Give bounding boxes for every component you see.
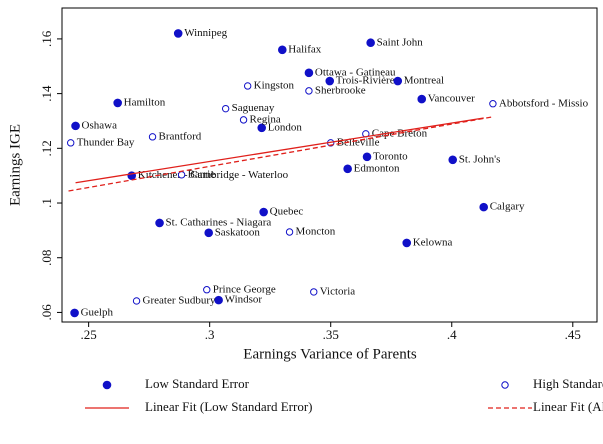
point bbox=[362, 152, 372, 162]
point-label: Kelowna bbox=[413, 236, 453, 248]
point bbox=[221, 104, 230, 113]
legend-label: High Standard Error bbox=[533, 376, 603, 391]
point-label: Edmonton bbox=[354, 162, 400, 174]
legend-label: Linear Fit (Low Standard Error) bbox=[145, 399, 313, 414]
point-label: Greater Sudbury bbox=[143, 294, 217, 306]
point bbox=[417, 94, 427, 104]
point-label: Quebec bbox=[270, 206, 304, 218]
point bbox=[325, 76, 335, 86]
point bbox=[132, 297, 141, 305]
plot-frame bbox=[61, 7, 598, 323]
point-label: Thunder Bay bbox=[77, 136, 135, 148]
legend-marker bbox=[102, 380, 112, 390]
y-axis-title: Earnings IGE bbox=[7, 124, 23, 206]
legend-label: Low Standard Error bbox=[145, 376, 250, 391]
point bbox=[259, 207, 268, 217]
point bbox=[203, 286, 211, 294]
point-label: Regina bbox=[250, 113, 281, 125]
point bbox=[489, 100, 497, 108]
point bbox=[285, 228, 294, 236]
point bbox=[343, 164, 352, 174]
point-label: Saguenay bbox=[232, 102, 275, 114]
point-label: Windsor bbox=[225, 294, 263, 306]
y-tick-label: .16 bbox=[39, 30, 54, 47]
x-tick-label: .45 bbox=[565, 327, 581, 342]
point bbox=[243, 82, 252, 90]
point-label: Ottawa - Gatineau bbox=[315, 66, 396, 78]
point bbox=[402, 238, 412, 248]
point-label: Vancouver bbox=[428, 93, 475, 105]
point bbox=[239, 116, 248, 124]
point-label: Prince George bbox=[213, 283, 276, 295]
point bbox=[448, 155, 458, 165]
point-label: Halifax bbox=[288, 43, 321, 55]
x-tick-label: .25 bbox=[81, 327, 97, 342]
legend-marker bbox=[501, 381, 509, 389]
point-label: Victoria bbox=[320, 285, 355, 297]
point-label: Kingston bbox=[254, 79, 295, 91]
point-label: St. Catharines - Niagara bbox=[166, 217, 272, 229]
point bbox=[305, 87, 313, 95]
x-axis-title: Earnings Variance of Parents bbox=[243, 346, 417, 362]
point-label: Abbotsford - Missio bbox=[499, 97, 589, 109]
point-label: Trois-Rivières bbox=[336, 75, 399, 87]
point-label: Saskatoon bbox=[215, 226, 261, 238]
point bbox=[173, 29, 183, 38]
point-label: Montreal bbox=[404, 75, 444, 87]
point-label: Calgary bbox=[490, 201, 525, 213]
point-label: St. John's bbox=[459, 153, 501, 165]
point bbox=[479, 202, 489, 212]
x-tick-label: .3 bbox=[205, 327, 215, 342]
point-label: Saint John bbox=[377, 36, 424, 48]
point bbox=[148, 133, 157, 141]
y-tick-label: .1 bbox=[39, 198, 54, 208]
point-label: Toronto bbox=[373, 150, 408, 162]
fit-line bbox=[75, 117, 484, 184]
point-label: Moncton bbox=[296, 226, 336, 238]
point bbox=[177, 171, 186, 179]
point bbox=[366, 38, 375, 48]
y-tick-label: .12 bbox=[39, 140, 54, 156]
point-label: Guelph bbox=[81, 307, 114, 319]
point bbox=[70, 308, 79, 318]
y-tick-label: .08 bbox=[39, 250, 54, 266]
point bbox=[310, 288, 318, 296]
point-label: Brantford bbox=[159, 130, 202, 142]
point bbox=[71, 121, 80, 131]
point bbox=[304, 68, 314, 78]
point-label: London bbox=[268, 121, 303, 133]
y-tick-label: .14 bbox=[39, 85, 54, 102]
point bbox=[113, 98, 122, 108]
point bbox=[393, 76, 403, 86]
x-tick-label: .4 bbox=[447, 327, 457, 342]
point-label: Hamilton bbox=[124, 96, 166, 108]
point bbox=[204, 228, 214, 238]
point bbox=[214, 295, 223, 305]
x-tick-label: .35 bbox=[323, 327, 339, 342]
point bbox=[257, 123, 267, 133]
point-label: Sherbrooke bbox=[315, 84, 366, 96]
point-label: Barrie bbox=[188, 168, 216, 180]
point-label: Oshawa bbox=[82, 119, 118, 131]
y-tick-label: .06 bbox=[39, 304, 54, 321]
point-label: Winnipeg bbox=[184, 27, 227, 39]
legend-label: Linear Fit (All) bbox=[533, 399, 603, 414]
point bbox=[67, 139, 75, 147]
point bbox=[277, 45, 287, 55]
point bbox=[155, 218, 164, 228]
